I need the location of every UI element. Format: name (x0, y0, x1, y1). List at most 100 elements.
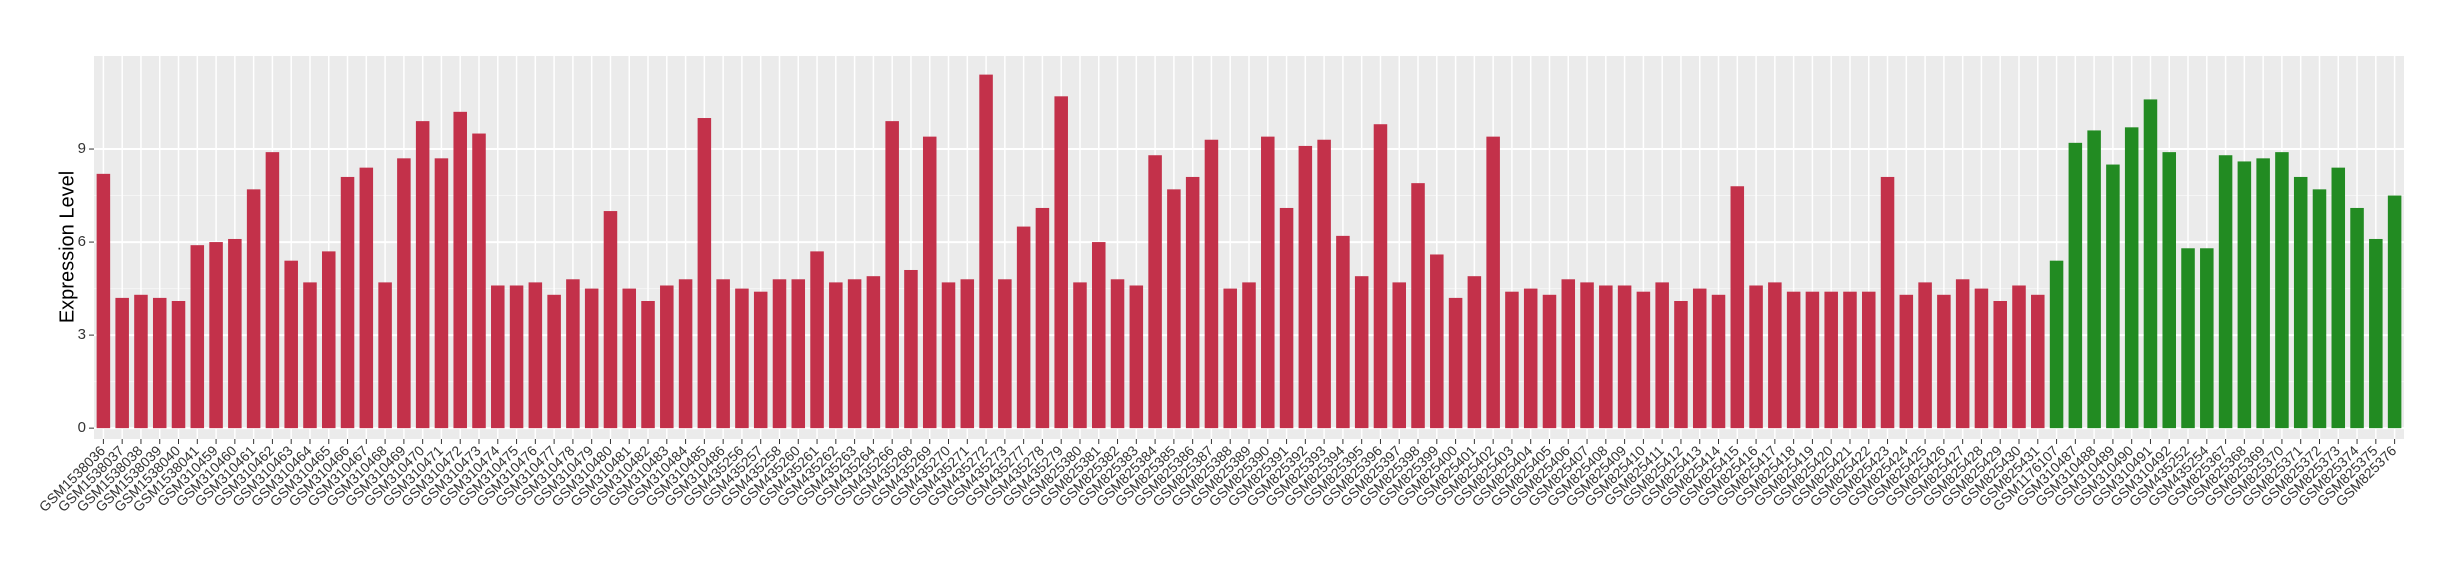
bar (340, 176, 355, 429)
bar (1261, 136, 1275, 429)
bar (284, 260, 298, 429)
bar (1523, 288, 1538, 429)
bar (2331, 167, 2346, 429)
bar (547, 294, 561, 429)
bar (2275, 152, 2289, 429)
bar (2387, 195, 2402, 429)
bar (847, 279, 862, 429)
bar (265, 152, 280, 429)
bar (1317, 139, 1331, 429)
bar (1298, 145, 1313, 429)
bar (885, 121, 899, 429)
bar (359, 167, 374, 429)
bar (1505, 291, 1519, 429)
bar (434, 158, 449, 429)
bar (697, 118, 712, 429)
y-tick-label: 9 (78, 140, 86, 157)
bar (622, 288, 637, 429)
bar (1091, 242, 1106, 429)
bar (1430, 254, 1444, 429)
bar (1580, 282, 1594, 429)
bar (1730, 186, 1745, 429)
bar (1373, 124, 1388, 429)
bar (321, 251, 336, 429)
bar (1204, 139, 1219, 429)
bar (603, 211, 618, 429)
bar (678, 279, 693, 429)
bar (2237, 161, 2252, 429)
bar (2181, 248, 2195, 429)
y-axis-label: Expression Level (56, 171, 78, 323)
bar (1242, 282, 1256, 429)
y-tick-label: 0 (78, 419, 86, 436)
bar (152, 297, 167, 429)
bar (1974, 288, 1989, 429)
bar (753, 291, 768, 429)
bar (1674, 300, 1688, 429)
bar (1692, 288, 1707, 429)
bar (1542, 294, 1557, 429)
bar (960, 279, 975, 429)
bar (115, 297, 129, 429)
bar (246, 189, 261, 429)
bar (1805, 291, 1820, 429)
bar (1861, 291, 1876, 429)
bar (190, 245, 205, 429)
bar (979, 74, 993, 429)
bar (1824, 291, 1838, 429)
bar (1411, 183, 1425, 429)
bar (1073, 282, 1087, 429)
bar (1918, 282, 1932, 429)
bar (1354, 276, 1369, 429)
bar (2369, 238, 2383, 429)
bar (2218, 155, 2233, 429)
bar (1711, 294, 1726, 429)
bar (1110, 279, 1125, 429)
bar (1392, 282, 1407, 429)
bar (2012, 285, 2026, 429)
bar (904, 269, 918, 429)
bar (491, 285, 505, 429)
bar (1899, 294, 1914, 429)
bar (2068, 142, 2083, 429)
bar (1054, 96, 1068, 429)
bar (716, 279, 730, 429)
bar (1448, 297, 1463, 429)
bar (134, 294, 148, 429)
bar (1035, 207, 1050, 429)
y-tick-label: 6 (78, 233, 86, 250)
bar (2256, 158, 2270, 429)
bar (509, 285, 524, 429)
bar (2143, 99, 2158, 429)
bar (1185, 176, 1200, 429)
bar (660, 285, 674, 429)
bar (1655, 282, 1669, 429)
bar (303, 282, 317, 429)
bar (566, 279, 580, 429)
bar (1336, 235, 1350, 429)
bar (1279, 207, 1294, 429)
bar (1786, 291, 1801, 429)
bar (1843, 291, 1857, 429)
bar (1167, 189, 1181, 429)
bar (209, 242, 223, 429)
bar (922, 136, 937, 429)
bar (810, 251, 824, 429)
bar (228, 238, 242, 429)
bar (1223, 288, 1237, 429)
bar (998, 279, 1012, 429)
bar (866, 276, 881, 429)
bar (1467, 276, 1482, 429)
bar (1148, 155, 1162, 429)
bar (1955, 279, 1970, 429)
bar (96, 173, 111, 429)
bar (641, 300, 655, 429)
bar (1880, 176, 1895, 429)
bar (772, 279, 787, 429)
bar (735, 288, 749, 429)
bar (528, 282, 543, 429)
bar (171, 300, 186, 429)
bar (2049, 260, 2064, 429)
